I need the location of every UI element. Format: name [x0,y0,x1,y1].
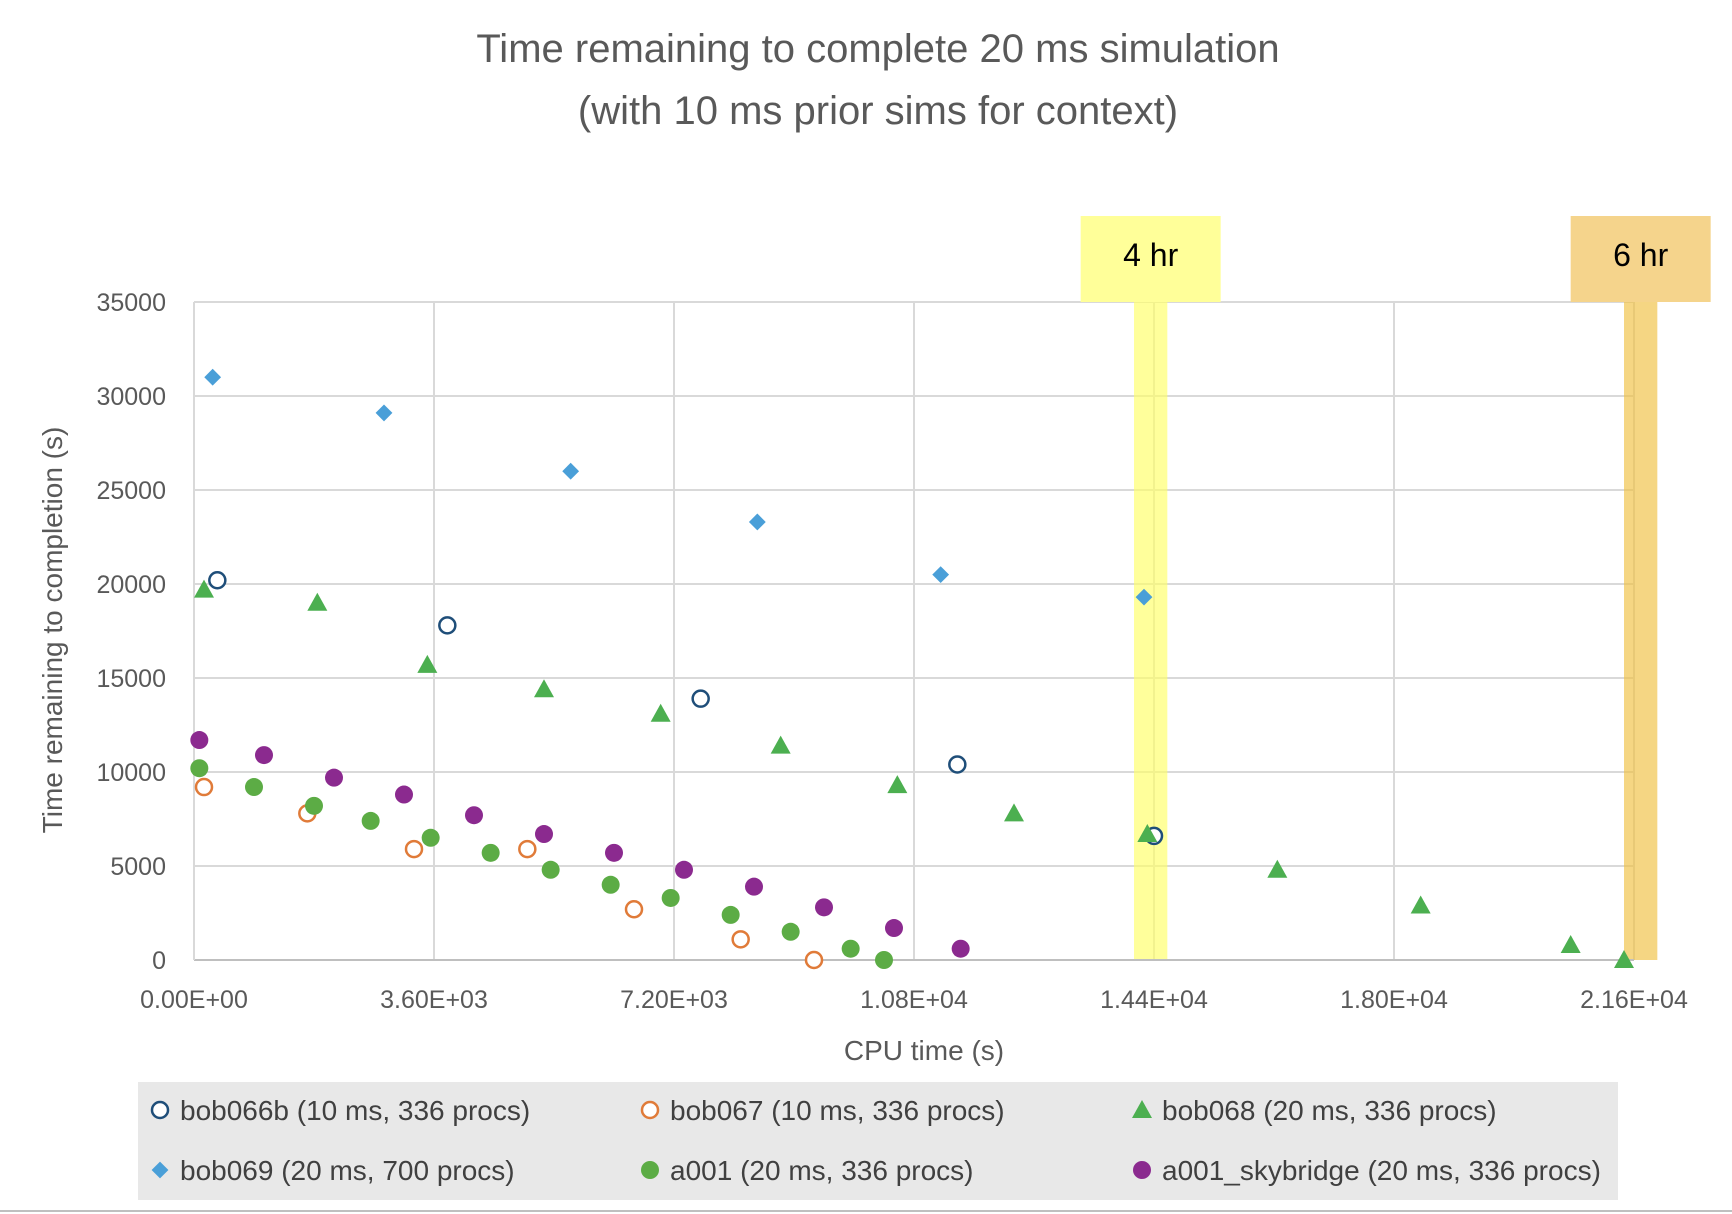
data-point [194,777,214,797]
data-point [481,843,500,862]
data-point [1410,895,1431,914]
x-tick-label: 3.60E+03 [380,986,488,1014]
data-point [255,746,273,765]
data-point [675,860,693,879]
data-point [534,679,554,698]
data-point [650,703,671,722]
data-point [395,785,413,804]
highlight-bands: 4 hr 6 hr [1080,216,1711,960]
axes: 0 5000 10000 15000 20000 25000 30000 35000 0.00E… [96,289,1687,1014]
legend-marker [1133,1161,1151,1179]
data-point [417,654,438,673]
data-point [804,950,824,970]
highlight-band [1624,302,1658,960]
data-point [885,919,903,938]
y-tick-label: 30000 [96,383,166,411]
x-tick-label: 1.08E+04 [860,986,968,1014]
chart-title-line-1: Time remaining to complete 20 ms simulat… [476,27,1279,71]
data-point [404,839,424,859]
y-tick-label: 25000 [96,477,166,505]
legend-marker [641,1161,659,1179]
y-axis-title: Time remaining to completion (s) [37,427,68,834]
data-point [951,939,970,958]
data-point [541,860,560,879]
legend-label: bob068 (20 ms, 336 procs) [1162,1095,1497,1126]
data-point [1004,803,1024,822]
y-tick-label: 15000 [96,665,166,693]
data-point [731,930,750,949]
band-label-box [1570,216,1711,302]
highlight-band [1134,302,1168,960]
data-point [325,768,343,787]
legend: bob066b (10 ms, 336 procs) bob067 (10 ms,… [150,1095,1601,1186]
data-point [361,811,380,830]
data-point [1560,934,1581,953]
y-tick-label: 10000 [96,759,166,787]
data-point [932,566,950,583]
data-point [1267,859,1288,878]
x-tick-label: 0.00E+00 [140,986,248,1014]
y-tick-label: 5000 [110,853,166,881]
data-point [1137,824,1158,843]
data-point [887,775,908,794]
band-label: 4 hr [1123,237,1178,273]
legend-background [138,1082,1618,1200]
data-points [190,368,1634,970]
data-point [204,368,222,386]
data-point [875,951,893,969]
data-point [781,922,800,941]
data-point [465,806,483,825]
data-point [375,404,393,422]
data-point [745,877,763,896]
legend-label: bob067 (10 ms, 336 procs) [670,1095,1005,1126]
legend-marker [150,1100,170,1120]
data-point [661,888,680,907]
data-point [1614,950,1634,968]
data-point [601,875,620,894]
legend-marker [640,1100,660,1120]
data-point [841,939,860,958]
legend-label: bob069 (20 ms, 700 procs) [180,1155,515,1186]
data-point [208,570,227,590]
data-point [1135,588,1153,606]
y-tick-label: 35000 [96,289,166,317]
data-point [624,899,644,919]
data-point [691,689,710,708]
data-point [421,828,440,847]
data-point [948,755,967,774]
data-point [770,735,791,754]
x-tick-label: 1.44E+04 [1100,986,1208,1014]
data-point [190,731,209,750]
legend-marker [1132,1100,1152,1118]
data-point [245,778,263,797]
data-point [518,839,537,859]
data-point [307,592,328,611]
data-point [562,462,580,480]
grid-lines [193,301,1635,961]
band-label-box [1080,216,1221,302]
x-tick-label: 2.16E+04 [1580,986,1688,1014]
data-point [605,843,623,862]
data-point [305,796,323,815]
data-point [190,759,209,778]
chart-title-line-2: (with 10 ms prior sims for context) [578,89,1178,133]
band-label: 6 hr [1613,237,1668,273]
data-point [721,905,740,924]
y-tick-label: 20000 [96,571,166,599]
legend-label: bob066b (10 ms, 336 procs) [180,1095,530,1126]
legend-marker [151,1161,169,1179]
x-tick-label: 1.80E+04 [1340,986,1448,1014]
legend-label: a001_skybridge (20 ms, 336 procs) [1162,1155,1601,1186]
data-point [194,579,214,598]
data-point [535,825,553,844]
data-point [748,513,766,531]
x-axis-title: CPU time (s) [844,1035,1004,1066]
y-tick-label: 0 [152,947,166,975]
data-point [438,616,457,635]
data-point [815,898,833,917]
legend-label: a001 (20 ms, 336 procs) [670,1155,974,1186]
x-tick-label: 7.20E+03 [620,986,728,1014]
